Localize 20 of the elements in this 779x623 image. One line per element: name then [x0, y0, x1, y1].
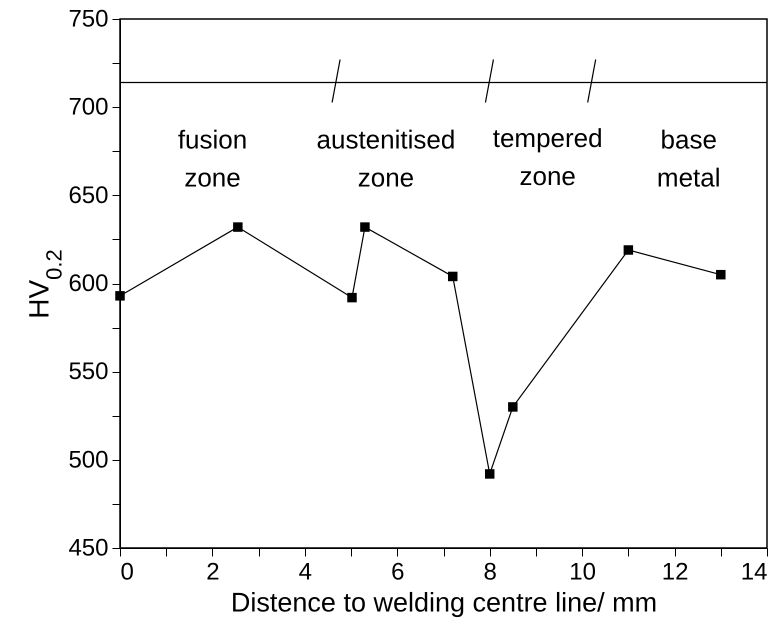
y-tick-label: 750: [68, 6, 108, 32]
x-tick-label: 12: [662, 558, 688, 586]
x-tick-label: 8: [484, 558, 497, 586]
y-tick-label: 650: [68, 182, 108, 209]
annotation: base metal: [656, 124, 720, 193]
x-tick-label: 14: [740, 558, 768, 586]
annotation: fusion zone: [178, 124, 248, 193]
x-tick-label: 0: [120, 558, 134, 586]
y-tick-label: 700: [68, 94, 108, 121]
y-tick-label: 450: [68, 534, 108, 562]
x-tick-label: 4: [298, 558, 312, 586]
y-tick-label: 500: [68, 446, 108, 474]
x-axis-title: Distence to welding centre line/ mm: [230, 588, 658, 618]
annotation: austenitised zone: [316, 124, 456, 193]
x-tick-label: 2: [206, 558, 220, 586]
x-tick-label: 10: [569, 558, 596, 586]
annotation: tempered zone: [492, 123, 603, 192]
x-tick-label: 6: [391, 558, 404, 586]
y-tick-label: 550: [68, 358, 108, 386]
y-tick-label: 600: [68, 270, 108, 297]
